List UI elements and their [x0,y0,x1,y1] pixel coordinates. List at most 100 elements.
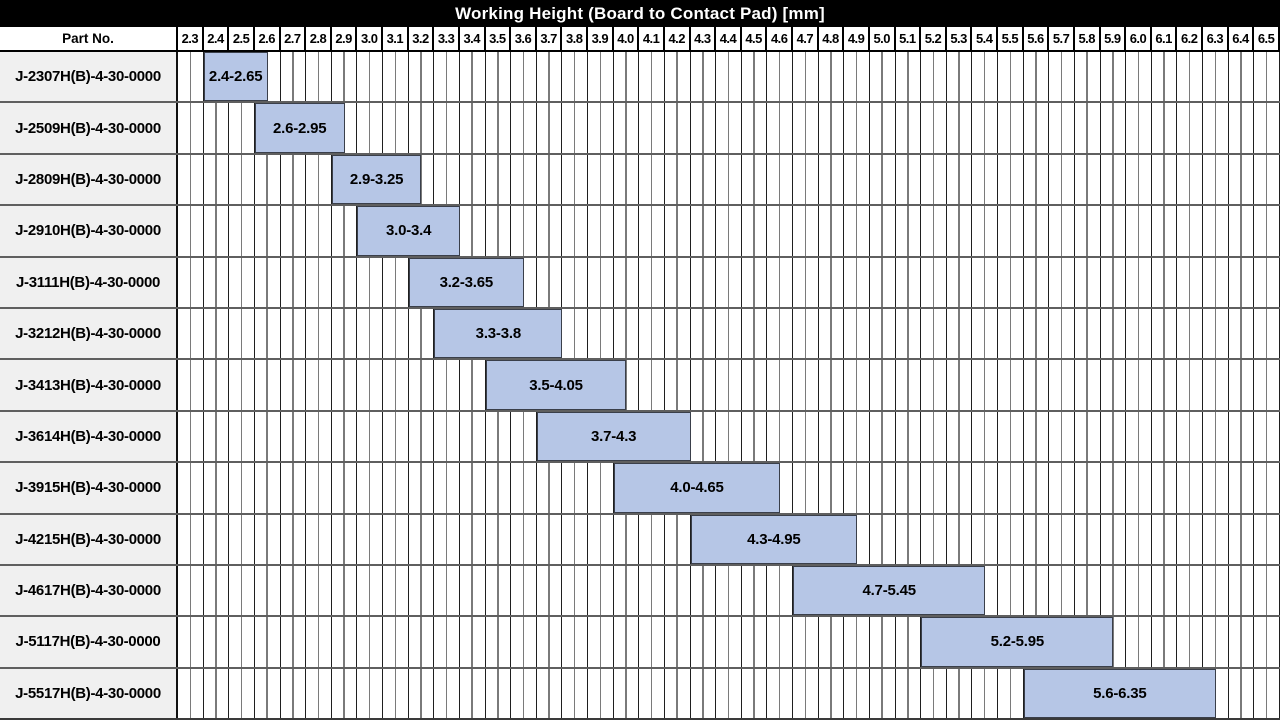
axis-tick: 4.0 [614,27,640,50]
grid-cell [1229,617,1255,668]
grid-cell [614,52,640,102]
grid-cell [511,617,537,668]
range-bar: 2.9-3.25 [331,154,422,205]
axis-tick: 5.2 [921,27,947,50]
grid-cell [255,565,281,616]
grid-cell [1126,360,1152,411]
grid-cell [972,360,998,411]
grid-cell [1049,565,1075,616]
row-grid: 5.6-6.35 [178,668,1280,719]
grid-cell [511,103,537,154]
grid-cell [306,463,332,513]
grid-cell [588,617,614,668]
table-row: J-3111H(B)-4-30-0000 3.2-3.65 [0,257,1280,309]
grid-cell [947,308,973,359]
grid-cell [511,411,537,462]
axis-tick: 2.9 [332,27,358,50]
part-number: J-4215H(B)-4-30-0000 [0,514,178,564]
grid-cell [921,360,947,411]
grid-cell [460,154,486,205]
row-grid: 4.7-5.45 [178,565,1280,616]
grid-cell [1203,257,1229,308]
grid-cell [306,52,332,102]
grid-cell [1229,463,1255,513]
table-row: J-4617H(B)-4-30-0000 4.7-5.45 [0,565,1280,618]
grid-cell [819,360,845,411]
range-bar: 5.6-6.35 [1023,668,1216,719]
grid-cell [1229,514,1255,565]
axis-header: 2.3 2.4 2.5 2.6 2.7 2.8 2.9 3.0 3.1 3.2 3.3 3.4 3.5 3… [178,27,1280,50]
grid-cell [639,514,665,565]
grid-cell [665,257,691,308]
grid-cell [357,617,383,668]
axis-tick: 5.7 [1049,27,1075,50]
grid-cell [793,411,819,462]
grid-cell [819,668,845,719]
grid-cell [947,668,973,719]
grid-cell [921,206,947,256]
grid-cell [229,411,255,462]
axis-tick: 5.5 [998,27,1024,50]
grid-cell [665,103,691,154]
grid-cell [1254,668,1280,719]
axis-tick: 6.1 [1152,27,1178,50]
grid-cell [281,565,307,616]
grid-cell [947,257,973,308]
grid-cell [972,103,998,154]
row-grid: 4.0-4.65 [178,463,1280,513]
grid-cell [1126,257,1152,308]
grid-cell [1024,257,1050,308]
grid-cell [357,360,383,411]
grid-cell [357,103,383,154]
grid-cell [486,565,512,616]
grid-cell [896,360,922,411]
grid-cell [691,360,717,411]
grid-cell [972,463,998,513]
grid-cell [409,565,435,616]
axis-tick: 6.0 [1126,27,1152,50]
grid-cell [1152,514,1178,565]
grid-cell [1024,154,1050,205]
grid-cell [460,565,486,616]
grid-cell [639,617,665,668]
grid-cell [281,617,307,668]
grid-cell [1177,411,1203,462]
grid-cell [998,308,1024,359]
grid-cell [204,103,230,154]
grid-cell [562,206,588,256]
grid-cell [870,103,896,154]
grid-cell [819,103,845,154]
grid-cell [229,668,255,719]
grid-cell [255,360,281,411]
axis-tick: 3.9 [588,27,614,50]
grid-cell [639,308,665,359]
grid-cell [1177,565,1203,616]
grid-cell [742,257,768,308]
grid-cell [204,617,230,668]
grid-cell [896,668,922,719]
grid-cell [281,463,307,513]
grid-cell [178,617,204,668]
grid-cell [1229,565,1255,616]
grid-cell [281,52,307,102]
grid-cell [1101,308,1127,359]
grid-cell [1101,360,1127,411]
grid-cell [255,257,281,308]
grid-cell [306,514,332,565]
grid-cell [1075,206,1101,256]
grid-cell [588,308,614,359]
grid-cell [896,52,922,102]
table-row: J-3212H(B)-4-30-0000 3.3-3.8 [0,308,1280,361]
grid-cell [178,257,204,308]
grid-cell [1126,103,1152,154]
grid-cell [486,463,512,513]
grid-cell [357,257,383,308]
axis-tick: 5.6 [1024,27,1050,50]
grid-cell [921,514,947,565]
grid-cell [511,668,537,719]
grid-cell [409,411,435,462]
grid-cell [486,617,512,668]
grid-cell [1254,206,1280,256]
grid-cell [383,257,409,308]
range-bar: 4.0-4.65 [613,463,781,513]
